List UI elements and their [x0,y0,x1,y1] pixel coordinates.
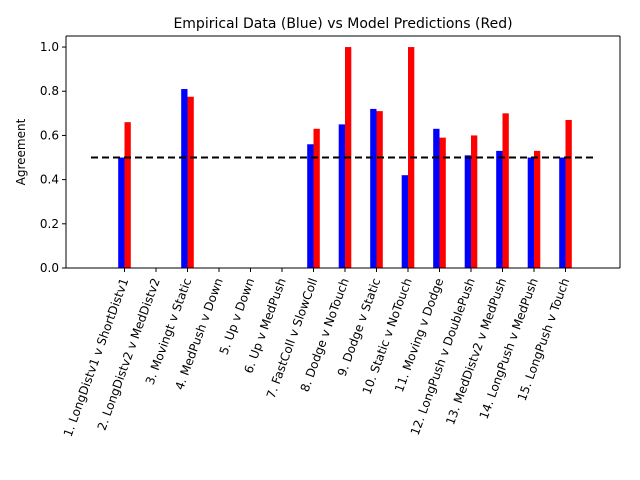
y-tick-label: 0.0 [40,261,59,275]
bar-s2-12 [471,135,478,268]
x-tick-label: 14. LongPush v MedPush [477,276,541,421]
plot-area [62,35,621,272]
bar-s1-3 [181,89,188,269]
y-tick-label: 0.2 [40,217,59,231]
y-tick-label: 1.0 [40,40,59,54]
bar-s1-9 [370,108,377,269]
bar-s1-8 [338,124,345,268]
chart-title: Empirical Data (Blue) vs Model Predictio… [173,16,512,32]
bar-s2-14 [534,150,541,268]
bar-s2-9 [376,111,383,268]
bar-s1-10 [401,175,408,268]
bar-s1-15 [559,157,566,268]
bar-s1-14 [527,157,534,268]
bar-s1-7 [307,144,314,268]
bar-s2-7 [313,128,320,268]
bar-s2-3 [187,96,194,268]
y-tick-label: 0.8 [40,84,59,98]
bar-s1-11 [433,128,440,268]
y-tick-label: 0.6 [40,128,59,142]
bar-s2-13 [502,113,509,268]
bar-s1-12 [464,155,471,268]
y-axis-label: Agreement [14,118,28,185]
bar-s2-11 [439,137,446,268]
y-tick-label: 0.4 [40,173,59,187]
bar-s1-1 [118,157,125,268]
bar-s2-1 [124,122,131,269]
bar-s1-13 [496,150,503,268]
bar-s2-15 [565,119,572,268]
